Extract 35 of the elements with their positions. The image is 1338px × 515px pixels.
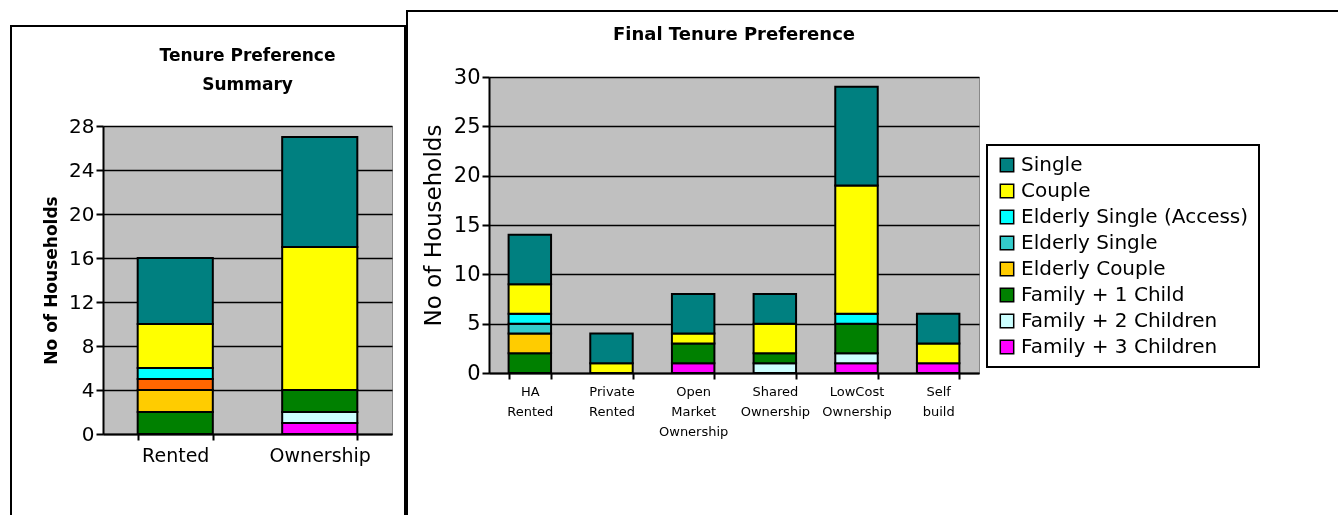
legend-label: Elderly Couple bbox=[1021, 256, 1166, 280]
x-tick-label: Shared Ownership bbox=[740, 383, 810, 419]
x-tick-label: LowCost Ownership bbox=[822, 383, 892, 419]
y-tick-label: 28 bbox=[69, 113, 95, 138]
legend-label: Couple bbox=[1021, 178, 1091, 202]
x-tick-label: Rented bbox=[142, 443, 210, 466]
legend-label: Elderly Single (Access) bbox=[1021, 204, 1249, 228]
y-tick-label: 12 bbox=[69, 289, 95, 314]
y-tick-label: 30 bbox=[453, 64, 481, 89]
legend-label: Family + 1 Child bbox=[1021, 282, 1185, 306]
chart-title: Tenure Preference Summary bbox=[159, 45, 336, 94]
legend-label: Family + 3 Children bbox=[1021, 334, 1218, 358]
y-tick-label: 20 bbox=[453, 163, 481, 188]
y-tick-label: 25 bbox=[453, 113, 481, 138]
y-axis-title: No of Households bbox=[41, 196, 62, 365]
legend-label: Family + 2 Children bbox=[1021, 308, 1218, 332]
y-tick-label: 16 bbox=[69, 245, 95, 270]
x-tick-label: Self build bbox=[922, 383, 955, 419]
y-tick-label: 4 bbox=[81, 377, 95, 402]
y-tick-label: 8 bbox=[81, 333, 95, 358]
y-tick-label: 0 bbox=[467, 360, 481, 385]
x-tick-label: Open Market Ownership bbox=[659, 383, 729, 439]
y-tick-label: 5 bbox=[467, 311, 481, 336]
y-tick-label: 20 bbox=[69, 201, 95, 226]
y-tick-label: 0 bbox=[81, 421, 95, 446]
y-tick-label: 10 bbox=[453, 261, 481, 286]
y-tick-label: 24 bbox=[69, 157, 95, 182]
x-tick-label: HA Rented bbox=[507, 383, 554, 419]
x-tick-label: Ownership bbox=[269, 443, 371, 466]
y-tick-label: 15 bbox=[453, 212, 481, 237]
chart-title: Final Tenure Preference bbox=[612, 23, 856, 44]
y-axis-title: No of Households bbox=[419, 124, 446, 327]
legend-label: Elderly Single bbox=[1021, 230, 1158, 254]
x-tick-label: Private Rented bbox=[588, 383, 636, 419]
legend-label: Single bbox=[1021, 152, 1083, 176]
